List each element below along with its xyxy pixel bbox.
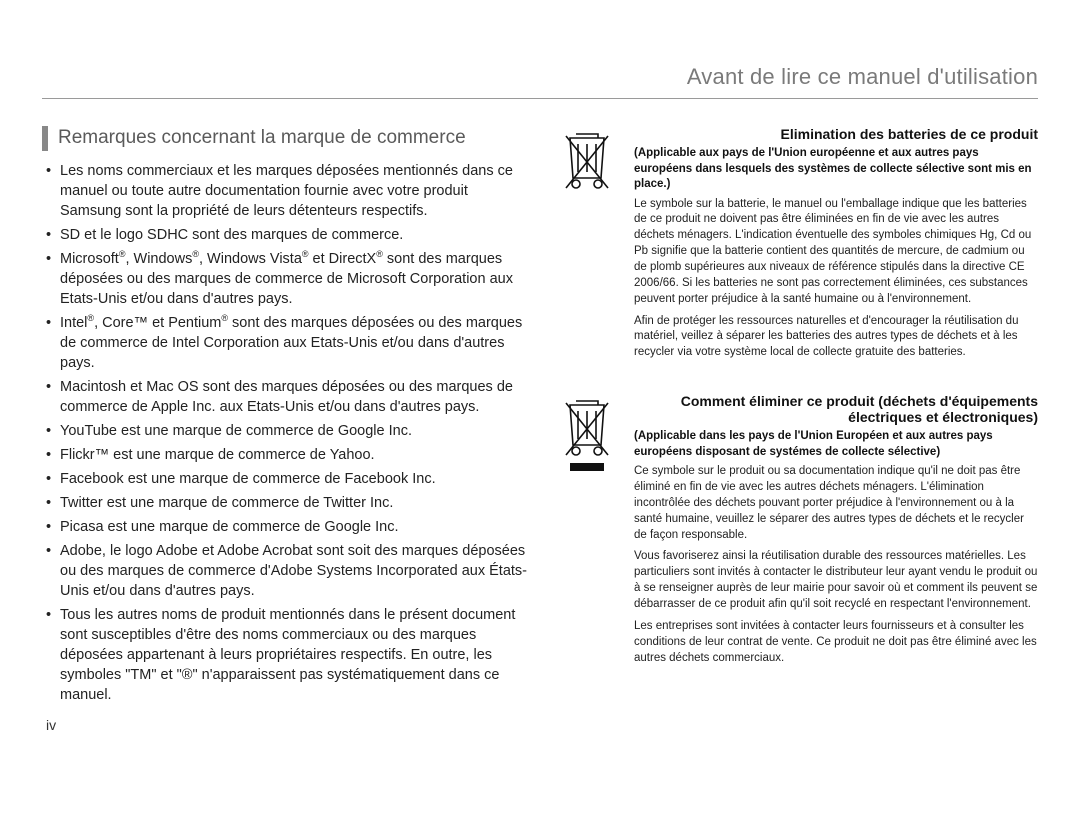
two-column-layout: Remarques concernant la marque de commer… [42,126,1038,709]
trademark-list: Les noms commerciaux et les marques dépo… [42,161,532,705]
weee-bin-bar-icon [560,393,620,672]
list-item: YouTube est une marque de commerce de Go… [60,421,532,441]
left-column: Remarques concernant la marque de commer… [42,126,532,709]
list-item-text: Intel®, Core™ et Pentium® sont des marqu… [60,315,522,371]
list-item-text: YouTube est une marque de commerce de Go… [60,423,412,439]
list-item: Intel®, Core™ et Pentium® sont des marqu… [60,313,532,373]
list-item: Picasa est une marque de commerce de Goo… [60,517,532,537]
weee-bin-icon [560,126,620,367]
list-item-text: Flickr™ est une marque de commerce de Ya… [60,447,375,463]
battery-disposal-block: Elimination des batteries de ce produit … [560,126,1038,367]
list-item: Microsoft®, Windows®, Windows Vista® et … [60,249,532,309]
battery-para2: Afin de protéger les ressources naturell… [634,314,1038,362]
right-column: Elimination des batteries de ce produit … [560,126,1038,709]
weee-title: Comment éliminer ce produit (déchets d'é… [634,393,1038,425]
list-item-text: Adobe, le logo Adobe et Adobe Acrobat so… [60,543,527,599]
manual-page: Avant de lire ce manuel d'utilisation Re… [0,0,1080,827]
weee-para2: Vous favoriserez ainsi la réutilisation … [634,549,1038,612]
weee-disposal-block: Comment éliminer ce produit (déchets d'é… [560,393,1038,672]
list-item: Adobe, le logo Adobe et Adobe Acrobat so… [60,541,532,601]
weee-para3: Les entreprises sont invitées à contacte… [634,619,1038,667]
trademark-heading: Remarques concernant la marque de commer… [42,126,532,151]
battery-title: Elimination des batteries de ce produit [634,126,1038,142]
list-item-text: Twitter est une marque de commerce de Tw… [60,495,393,511]
list-item-text: Facebook est une marque de commerce de F… [60,471,436,487]
list-item-text: Picasa est une marque de commerce de Goo… [60,519,399,535]
list-item-text: Macintosh et Mac OS sont des marques dép… [60,379,513,415]
list-item-text: SD et le logo SDHC sont des marques de c… [60,227,403,243]
list-item: Tous les autres noms de produit mentionn… [60,605,532,705]
list-item: Flickr™ est une marque de commerce de Ya… [60,445,532,465]
weee-text: Comment éliminer ce produit (déchets d'é… [634,393,1038,672]
list-item: SD et le logo SDHC sont des marques de c… [60,225,532,245]
battery-applicable: (Applicable aux pays de l'Union européen… [634,146,1038,193]
battery-text: Elimination des batteries de ce produit … [634,126,1038,367]
list-item: Macintosh et Mac OS sont des marques dép… [60,377,532,417]
page-number: iv [46,717,56,733]
list-item: Facebook est une marque de commerce de F… [60,469,532,489]
page-pre-title: Avant de lire ce manuel d'utilisation [687,64,1038,90]
battery-para1: Le symbole sur la batterie, le manuel ou… [634,197,1038,308]
list-item-text: Tous les autres noms de produit mentionn… [60,607,515,703]
list-item-text: Les noms commerciaux et les marques dépo… [60,163,513,219]
list-item: Twitter est une marque de commerce de Tw… [60,493,532,513]
horizontal-rule [42,98,1038,99]
list-item: Les noms commerciaux et les marques dépo… [60,161,532,221]
weee-applicable: (Applicable dans les pays de l'Union Eur… [634,429,1038,460]
list-item-text: Microsoft®, Windows®, Windows Vista® et … [60,251,513,307]
weee-para1: Ce symbole sur le produit ou sa document… [634,464,1038,543]
